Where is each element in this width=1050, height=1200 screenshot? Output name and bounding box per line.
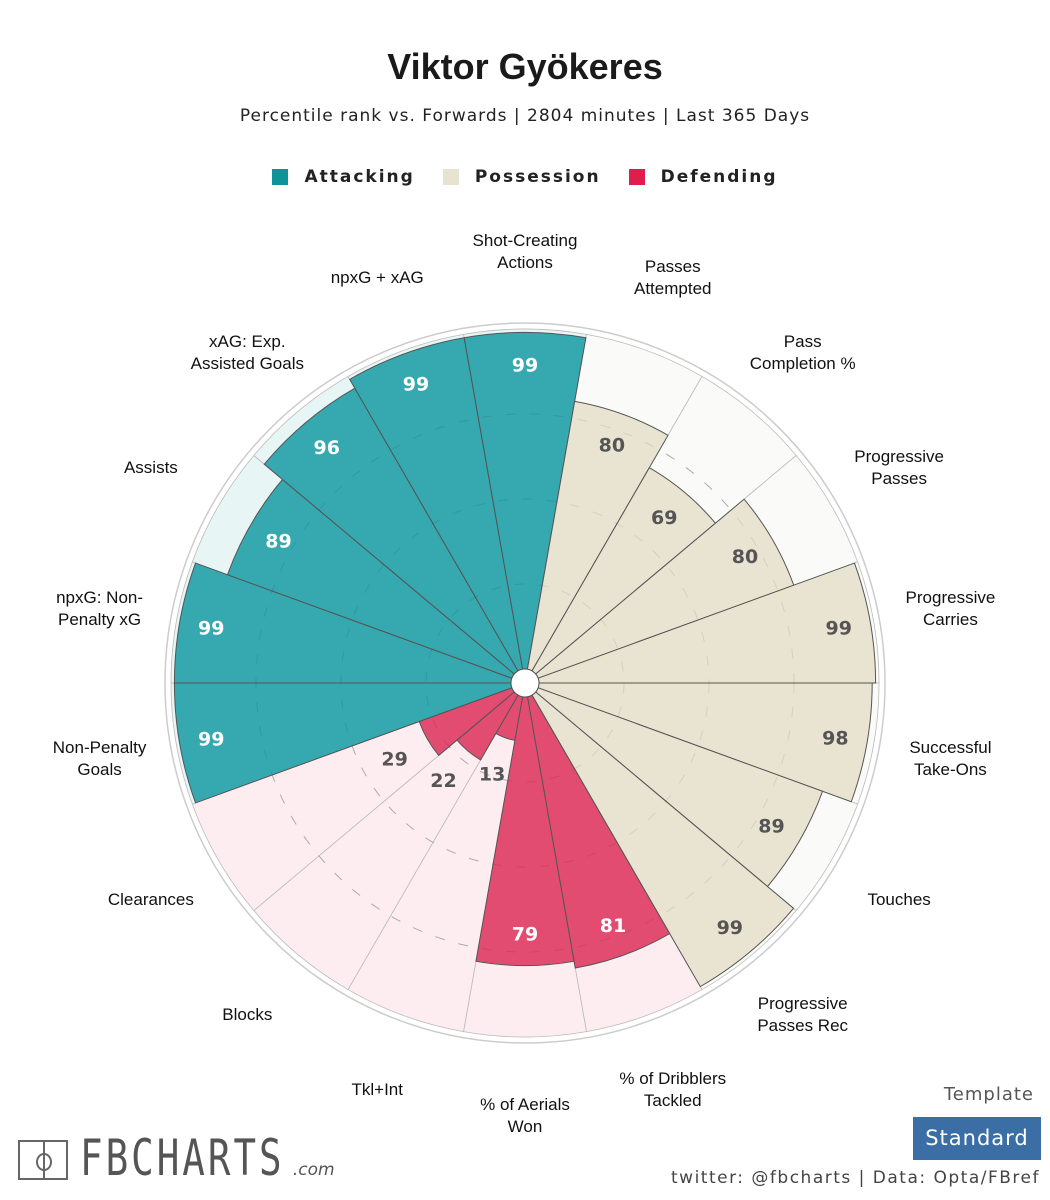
category-label: Passes Attempted [634,257,712,298]
category-label: Touches [867,890,930,909]
value-label: 69 [651,507,677,529]
value-label: 79 [512,924,538,946]
value-label: 99 [717,917,743,939]
credit-text: twitter: @fbcharts | Data: Opta/FBref [671,1168,1040,1188]
value-label: 89 [265,531,291,553]
value-label: 98 [822,728,848,750]
value-label: 99 [826,618,852,640]
category-label: Non-Penalty Goals [53,738,147,779]
value-label: 29 [381,748,407,770]
legend-label: Possession [474,167,601,187]
category-label: Shot-Creating Actions [473,231,578,272]
value-label: 96 [314,437,340,459]
category-label: % of Dribblers Tackled [619,1069,726,1110]
category-label: Assists [124,458,178,477]
legend-swatch [628,169,645,185]
value-label: 99 [512,354,538,376]
legend: Attacking Possession Defending [0,167,1050,187]
fbcharts-logo: FBCHARTS .com [18,1129,335,1187]
logo-suffix: .com [292,1160,335,1180]
value-label: 89 [758,815,784,837]
pitch-icon [18,1140,68,1180]
logo-text: FBCHARTS [80,1129,285,1187]
legend-swatch [272,169,289,185]
value-label: 99 [403,374,429,396]
outer-ring [164,322,886,1044]
value-label: 80 [599,434,625,456]
category-label: Blocks [222,1005,272,1024]
category-label: % of Aerials Won [480,1095,570,1136]
category-label: Tkl+Int [351,1080,403,1099]
template-label: Template [943,1084,1034,1105]
grid-circle-overlay [425,583,625,783]
value-label: 22 [430,770,456,792]
legend-attacking: Attacking [272,167,414,187]
chart-subtitle: Percentile rank vs. Forwards | 2804 minu… [239,106,811,126]
legend-label: Attacking [304,167,415,187]
category-label: Progressive Passes [854,447,944,488]
category-label: xAG: Exp. Assisted Goals [191,332,304,373]
value-label: 13 [479,763,505,785]
chart-title: Viktor Gyökeres [387,46,663,87]
category-label: npxG + xAG [331,268,424,287]
template-standard-button[interactable]: Standard [913,1117,1041,1160]
category-label: Successful Take-Ons [909,738,991,779]
center-hole [510,668,540,698]
category-label: Pass Completion % [750,332,856,373]
value-label: 99 [198,618,224,640]
value-label: 99 [198,728,224,750]
grid-circle-overlay [255,413,795,953]
value-label: 80 [732,546,758,568]
category-label: Progressive Passes Rec [757,994,848,1035]
category-label: Progressive Carries [906,588,996,629]
legend-swatch [442,169,459,185]
value-label: 81 [600,915,626,937]
legend-label: Defending [660,167,778,187]
category-label: Clearances [108,890,194,909]
grid-circle-overlay [340,498,710,868]
category-label: npxG: Non-Penalty xG [56,588,143,629]
legend-possession: Possession [442,167,601,187]
legend-defending: Defending [628,167,778,187]
